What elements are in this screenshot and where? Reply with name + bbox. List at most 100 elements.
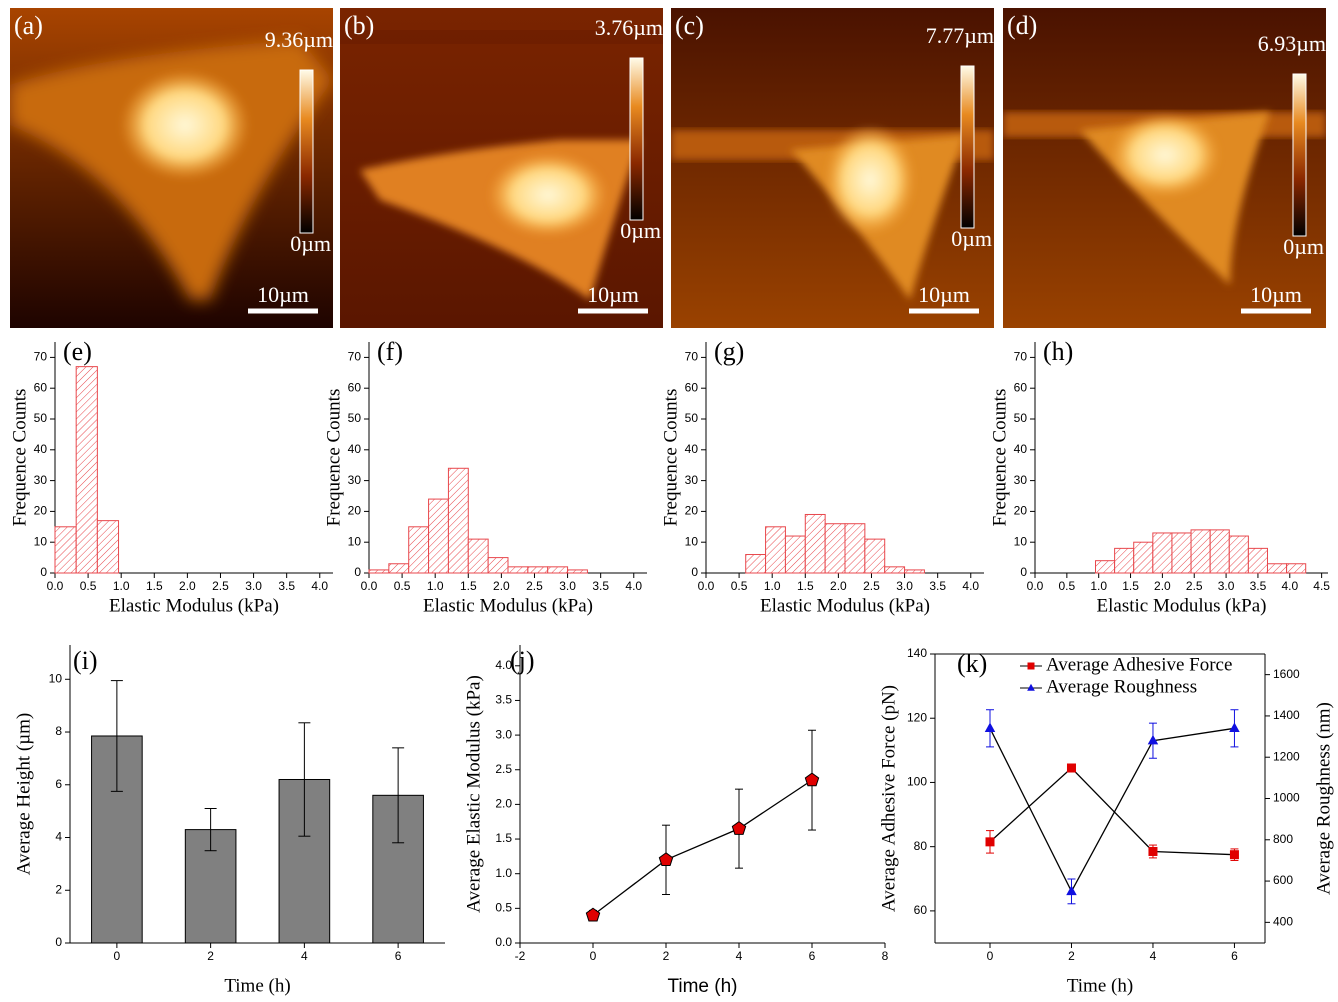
histogram-bar bbox=[368, 569, 390, 574]
x-tick-label: 0.5 bbox=[1059, 579, 1076, 593]
x-tick-label: 3.0 bbox=[245, 579, 262, 593]
x-tick-label: 2.0 bbox=[179, 579, 196, 593]
histogram-bar bbox=[96, 520, 120, 574]
colorbar-min: 0µm bbox=[290, 231, 331, 256]
histogram-bar bbox=[1152, 532, 1173, 574]
colorbar-max: 9.36µm bbox=[265, 27, 333, 52]
colorbar-min: 0µm bbox=[1283, 234, 1324, 259]
y-tick-label: 50 bbox=[685, 411, 699, 425]
y-tick-label: 50 bbox=[348, 411, 362, 425]
x-tick-label: 2.0 bbox=[830, 579, 847, 593]
colorbar bbox=[299, 69, 314, 234]
y-tick-label: 40 bbox=[685, 442, 699, 456]
histogram-bar bbox=[864, 538, 886, 574]
y-tick-label: 70 bbox=[34, 350, 48, 364]
y-tick-label: 100 bbox=[907, 775, 927, 789]
colorbar bbox=[960, 65, 975, 229]
y-tick-label: 70 bbox=[685, 350, 699, 364]
y2-tick-label: 1200 bbox=[1273, 749, 1300, 763]
y-tick-label: 50 bbox=[1014, 411, 1028, 425]
chart-histogram: 0 10 20 30 40 50 60 70 0.0 0.5 1.0 1.5 2.0 2.5 3.0 3.5 4… bbox=[323, 337, 647, 616]
y2-tick-label: 1400 bbox=[1273, 708, 1300, 722]
x-tick-label: 1.5 bbox=[460, 579, 477, 593]
y-tick-label: 60 bbox=[34, 380, 48, 394]
histogram-bar bbox=[408, 526, 430, 574]
y2-tick-label: 800 bbox=[1273, 832, 1293, 846]
histogram-bar bbox=[388, 563, 410, 574]
y-axis-title: Average Elastic Modulus (kPa) bbox=[463, 675, 484, 913]
x-tick-label: 0.5 bbox=[394, 579, 411, 593]
colorbar-max: 6.93µm bbox=[1258, 31, 1326, 56]
x-tick-label: 0 bbox=[114, 949, 121, 963]
x-axis-title: Elastic Modulus (kPa) bbox=[760, 595, 930, 616]
x-tick-label: 3.0 bbox=[1218, 579, 1235, 593]
y-tick-label: 10 bbox=[685, 534, 699, 548]
y-tick-label: 0 bbox=[691, 565, 698, 579]
afm-a bbox=[10, 8, 333, 328]
y-tick-label: 0 bbox=[40, 565, 47, 579]
x-tick-label: 3.0 bbox=[896, 579, 913, 593]
y-tick-label: 30 bbox=[1014, 473, 1028, 487]
histogram-bar bbox=[1266, 563, 1288, 574]
panel-label: (b) bbox=[344, 11, 374, 40]
chart-bar: 0 2 4 6 8 10 (i) Time (h) Average Height (µm) 0 2 4… bbox=[13, 645, 445, 996]
histogram-bar bbox=[1247, 547, 1268, 574]
x-tick-label: 2 bbox=[663, 949, 670, 963]
legend-label: Average Adhesive Force bbox=[1046, 654, 1232, 675]
scale-label: 10µm bbox=[257, 282, 309, 307]
panel-label: (k) bbox=[957, 649, 987, 678]
histogram-bar bbox=[904, 569, 925, 574]
marker bbox=[804, 772, 820, 787]
colorbar-max: 7.77µm bbox=[926, 23, 994, 48]
x-tick-label: 0 bbox=[987, 949, 994, 963]
y-tick-label: 10 bbox=[49, 671, 63, 685]
x-axis-title: Time (h) bbox=[224, 975, 290, 996]
histogram-bar bbox=[1286, 563, 1307, 574]
histogram-bar bbox=[804, 513, 826, 574]
marker bbox=[585, 907, 601, 922]
y-tick-label: 0 bbox=[1020, 565, 1027, 579]
panel-label: (c) bbox=[675, 11, 704, 40]
y-tick-label: 4.0 bbox=[495, 658, 512, 672]
x-tick-label: 3.5 bbox=[592, 579, 609, 593]
histogram-bar bbox=[75, 366, 98, 574]
y-tick-label: 120 bbox=[907, 710, 927, 724]
scale-label: 10µm bbox=[1250, 282, 1302, 307]
y-axis-title: Frequence Counts bbox=[9, 389, 30, 527]
x-axis-title: Time (h) bbox=[1067, 975, 1133, 996]
histogram-bar bbox=[447, 467, 469, 574]
y-tick-label: 30 bbox=[685, 473, 699, 487]
y-tick-label: 70 bbox=[348, 350, 362, 364]
x-tick-label: -2 bbox=[515, 949, 526, 963]
histogram-bar bbox=[487, 557, 509, 574]
x-tick-label: 4.0 bbox=[311, 579, 328, 593]
y-tick-label: 30 bbox=[348, 473, 362, 487]
y-tick-label: 50 bbox=[34, 411, 48, 425]
x-tick-label: 1.5 bbox=[1122, 579, 1139, 593]
histogram-bar bbox=[1095, 560, 1116, 574]
marker bbox=[1229, 722, 1240, 733]
panel-label: (a) bbox=[14, 11, 43, 40]
chart-line: 0.0 0.5 1.0 1.5 2.0 2.5 3.0 3.5 4.0 -2 0 2 4 6 8 (j) Tim… bbox=[463, 645, 889, 997]
x-tick-label: 4 bbox=[1150, 949, 1157, 963]
histogram-bar bbox=[1114, 547, 1135, 574]
y-tick-label: 0 bbox=[354, 565, 361, 579]
x-axis-title: Elastic Modulus (kPa) bbox=[423, 595, 593, 616]
x-axis-title: Time (h) bbox=[667, 976, 737, 997]
chart-histogram: 0 10 20 30 40 50 60 70 0.0 0.5 1.0 1.5 2.0 2.5 3.0 3.5 4… bbox=[660, 337, 984, 616]
x-tick-label: 1.5 bbox=[146, 579, 163, 593]
y-tick-label: 10 bbox=[34, 534, 48, 548]
y-tick-label: 40 bbox=[34, 442, 48, 456]
panel-label: (g) bbox=[714, 337, 744, 366]
y-tick-label: 2.0 bbox=[495, 797, 512, 811]
scale-label: 10µm bbox=[918, 282, 970, 307]
x-tick-label: 6 bbox=[1231, 949, 1238, 963]
x-axis-title: Elastic Modulus (kPa) bbox=[109, 595, 279, 616]
y-tick-label: 0.0 bbox=[495, 935, 512, 949]
histogram-bar bbox=[1133, 541, 1154, 574]
x-tick-label: 0.0 bbox=[361, 579, 378, 593]
x-tick-label: 6 bbox=[809, 949, 816, 963]
y2-tick-label: 400 bbox=[1273, 915, 1293, 929]
histogram-bar bbox=[567, 569, 588, 574]
y-tick-label: 10 bbox=[1014, 534, 1028, 548]
